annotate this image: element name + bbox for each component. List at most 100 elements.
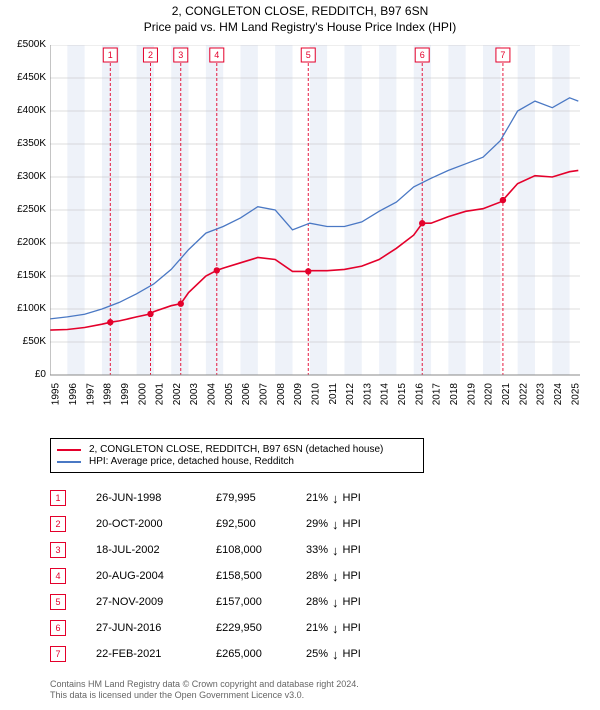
y-axis-label: £450K xyxy=(17,72,46,83)
transaction-diff: 28%↓HPI xyxy=(306,596,416,609)
svg-text:2004: 2004 xyxy=(207,383,218,406)
transaction-price: £158,500 xyxy=(216,570,306,582)
svg-text:2002: 2002 xyxy=(172,383,183,406)
legend-swatch-property xyxy=(57,449,81,451)
transaction-date: 27-NOV-2009 xyxy=(96,596,216,608)
transaction-row: 3 18-JUL-2002£108,00033%↓HPI xyxy=(50,537,416,563)
legend-label-hpi: HPI: Average price, detached house, Redd… xyxy=(89,456,294,467)
transaction-diff: 28%↓HPI xyxy=(306,570,416,583)
svg-text:2019: 2019 xyxy=(466,383,477,406)
chart-legend: 2, CONGLETON CLOSE, REDDITCH, B97 6SN (d… xyxy=(50,438,424,473)
y-axis-label: £100K xyxy=(17,303,46,314)
price-chart: 1995 1996 1997 1998 1999 2000 2001 2002 2003 2004… xyxy=(50,45,580,425)
legend-label-property: 2, CONGLETON CLOSE, REDDITCH, B97 6SN (d… xyxy=(89,444,383,455)
page-title-sub: Price paid vs. HM Land Registry's House … xyxy=(0,20,600,34)
svg-text:5: 5 xyxy=(306,50,311,60)
transaction-date: 18-JUL-2002 xyxy=(96,544,216,556)
svg-text:1998: 1998 xyxy=(103,383,114,406)
svg-text:2009: 2009 xyxy=(293,383,304,406)
transaction-row: 220-OCT-2000£92,50029%↓HPI xyxy=(50,511,416,537)
footer-line2: This data is licensed under the Open Gov… xyxy=(50,690,359,702)
svg-text:2001: 2001 xyxy=(155,383,166,406)
svg-text:2005: 2005 xyxy=(224,383,235,406)
svg-text:2011: 2011 xyxy=(328,383,339,405)
y-axis-label: £500K xyxy=(17,39,46,50)
arrow-down-icon: ↓ xyxy=(332,596,339,609)
transaction-row: 4 20-AUG-2004£158,50028%↓HPI xyxy=(50,563,416,589)
svg-text:6: 6 xyxy=(420,50,425,60)
y-axis-label: £300K xyxy=(17,171,46,182)
transaction-marker: 5 xyxy=(50,594,66,610)
svg-text:2010: 2010 xyxy=(310,383,321,406)
arrow-down-icon: ↓ xyxy=(332,622,339,635)
arrow-down-icon: ↓ xyxy=(332,544,339,557)
svg-text:2022: 2022 xyxy=(518,383,529,406)
svg-text:1999: 1999 xyxy=(120,383,131,406)
transaction-price: £92,500 xyxy=(216,518,306,530)
svg-text:2021: 2021 xyxy=(501,383,512,406)
transaction-date: 20-OCT-2000 xyxy=(96,518,216,530)
svg-text:2016: 2016 xyxy=(414,383,425,406)
transaction-marker: 7 xyxy=(50,646,66,662)
transaction-date: 22-FEB-2021 xyxy=(96,648,216,660)
transaction-diff: 21%↓HPI xyxy=(306,622,416,635)
transaction-row: 6 27-JUN-2016£229,95021%↓HPI xyxy=(50,615,416,641)
y-axis-label: £150K xyxy=(17,270,46,281)
transactions-table: 126-JUN-1998£79,99521%↓HPI220-OCT-2000£9… xyxy=(50,485,416,667)
svg-text:2000: 2000 xyxy=(137,383,148,406)
svg-text:2006: 2006 xyxy=(241,383,252,406)
legend-swatch-hpi xyxy=(57,461,81,463)
svg-text:1: 1 xyxy=(108,50,113,60)
transaction-price: £265,000 xyxy=(216,648,306,660)
svg-text:2008: 2008 xyxy=(276,383,287,406)
y-axis-label: £50K xyxy=(23,336,46,347)
svg-text:1997: 1997 xyxy=(85,383,96,406)
transaction-price: £108,000 xyxy=(216,544,306,556)
transaction-marker: 4 xyxy=(50,568,66,584)
transaction-diff: 33%↓HPI xyxy=(306,544,416,557)
svg-text:2020: 2020 xyxy=(484,383,495,406)
transaction-diff: 21%↓HPI xyxy=(306,492,416,505)
y-axis-label: £250K xyxy=(17,204,46,215)
transaction-diff: 25%↓HPI xyxy=(306,648,416,661)
page-title-address: 2, CONGLETON CLOSE, REDDITCH, B97 6SN xyxy=(0,4,600,18)
transaction-marker: 6 xyxy=(50,620,66,636)
transaction-marker: 1 xyxy=(50,490,66,506)
svg-text:4: 4 xyxy=(214,50,219,60)
transaction-date: 27-JUN-2016 xyxy=(96,622,216,634)
svg-text:2003: 2003 xyxy=(189,383,200,406)
arrow-down-icon: ↓ xyxy=(332,492,339,505)
svg-text:1995: 1995 xyxy=(51,383,62,406)
svg-text:2007: 2007 xyxy=(259,383,270,406)
svg-text:2013: 2013 xyxy=(362,383,373,406)
arrow-down-icon: ↓ xyxy=(332,518,339,531)
y-axis-label: £200K xyxy=(17,237,46,248)
transaction-price: £229,950 xyxy=(216,622,306,634)
svg-text:2017: 2017 xyxy=(432,383,443,406)
transaction-marker: 2 xyxy=(50,516,66,532)
svg-text:1996: 1996 xyxy=(68,383,79,406)
footer-attribution: Contains HM Land Registry data © Crown c… xyxy=(50,679,359,702)
y-axis-label: £350K xyxy=(17,138,46,149)
arrow-down-icon: ↓ xyxy=(332,570,339,583)
footer-line1: Contains HM Land Registry data © Crown c… xyxy=(50,679,359,691)
svg-text:2015: 2015 xyxy=(397,383,408,406)
transaction-date: 20-AUG-2004 xyxy=(96,570,216,582)
y-axis-label: £400K xyxy=(17,105,46,116)
svg-text:2018: 2018 xyxy=(449,383,460,406)
svg-text:2012: 2012 xyxy=(345,383,356,406)
transaction-price: £157,000 xyxy=(216,596,306,608)
arrow-down-icon: ↓ xyxy=(332,648,339,661)
svg-text:2023: 2023 xyxy=(536,383,547,406)
transaction-marker: 3 xyxy=(50,542,66,558)
svg-text:7: 7 xyxy=(500,50,505,60)
svg-text:2025: 2025 xyxy=(570,383,580,406)
transaction-row: 1 26-JUN-1998£79,99521%↓HPI xyxy=(50,485,416,511)
transaction-price: £79,995 xyxy=(216,492,306,504)
svg-text:2024: 2024 xyxy=(553,383,564,406)
svg-text:3: 3 xyxy=(178,50,183,60)
svg-text:2014: 2014 xyxy=(380,383,391,406)
y-axis-label: £0 xyxy=(35,369,46,380)
transaction-row: 5 27-NOV-2009£157,00028%↓HPI xyxy=(50,589,416,615)
transaction-date: 26-JUN-1998 xyxy=(96,492,216,504)
